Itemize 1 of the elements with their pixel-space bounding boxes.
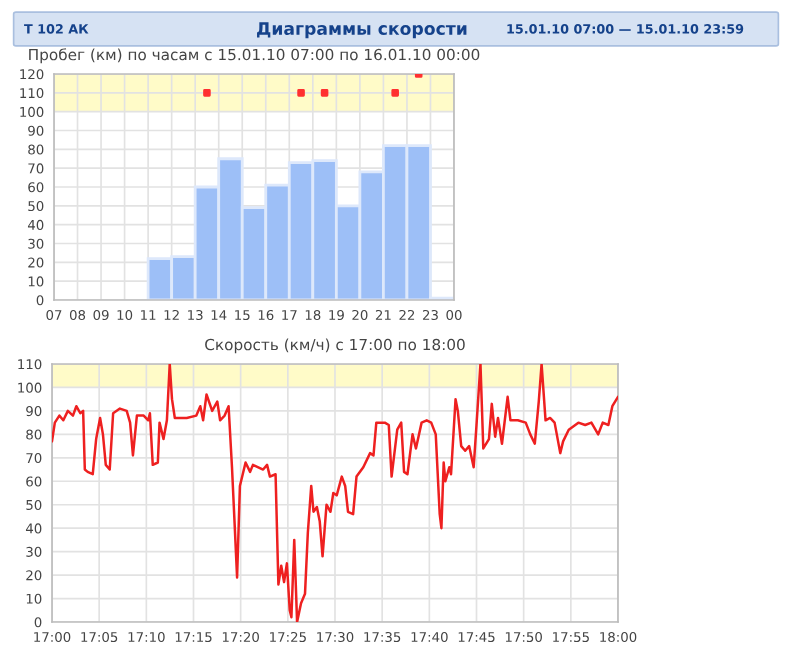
text: Диаграммы скорости bbox=[257, 22, 467, 39]
